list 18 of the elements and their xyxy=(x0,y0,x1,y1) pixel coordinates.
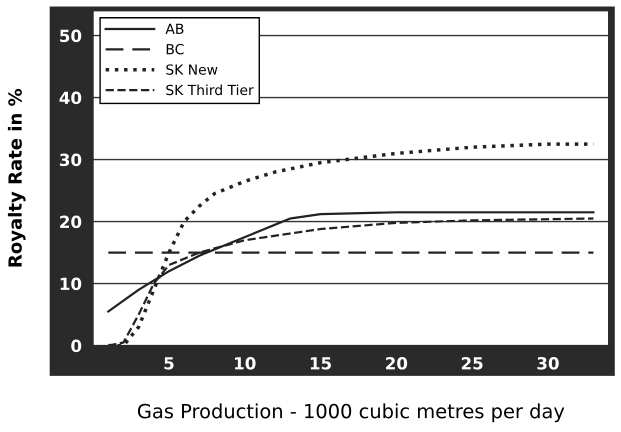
x-axis-title: Gas Production - 1000 cubic metres per day xyxy=(138,403,564,422)
y-tick-label: 40 xyxy=(60,92,82,104)
x-tick-label: 15 xyxy=(310,357,331,370)
y-axis-title: Royalty Rate in % xyxy=(8,88,26,266)
x-tick-label: 25 xyxy=(462,357,483,370)
legend-label: AB xyxy=(165,24,184,34)
x-tick-label: 10 xyxy=(235,357,256,370)
legend-label: SK New xyxy=(166,64,218,75)
y-tick-label: 0 xyxy=(71,340,82,352)
y-tick-label: 30 xyxy=(60,154,82,166)
y-tick-label: 10 xyxy=(60,278,82,290)
y-tick-label: 50 xyxy=(60,30,82,42)
x-tick-label: 5 xyxy=(164,357,174,370)
x-tick-label: 30 xyxy=(537,357,559,370)
legend-label: SK Third Tier xyxy=(166,84,254,96)
legend-label: BC xyxy=(166,44,184,54)
x-tick-label: 20 xyxy=(386,357,408,370)
y-tick-label: 20 xyxy=(60,216,82,228)
